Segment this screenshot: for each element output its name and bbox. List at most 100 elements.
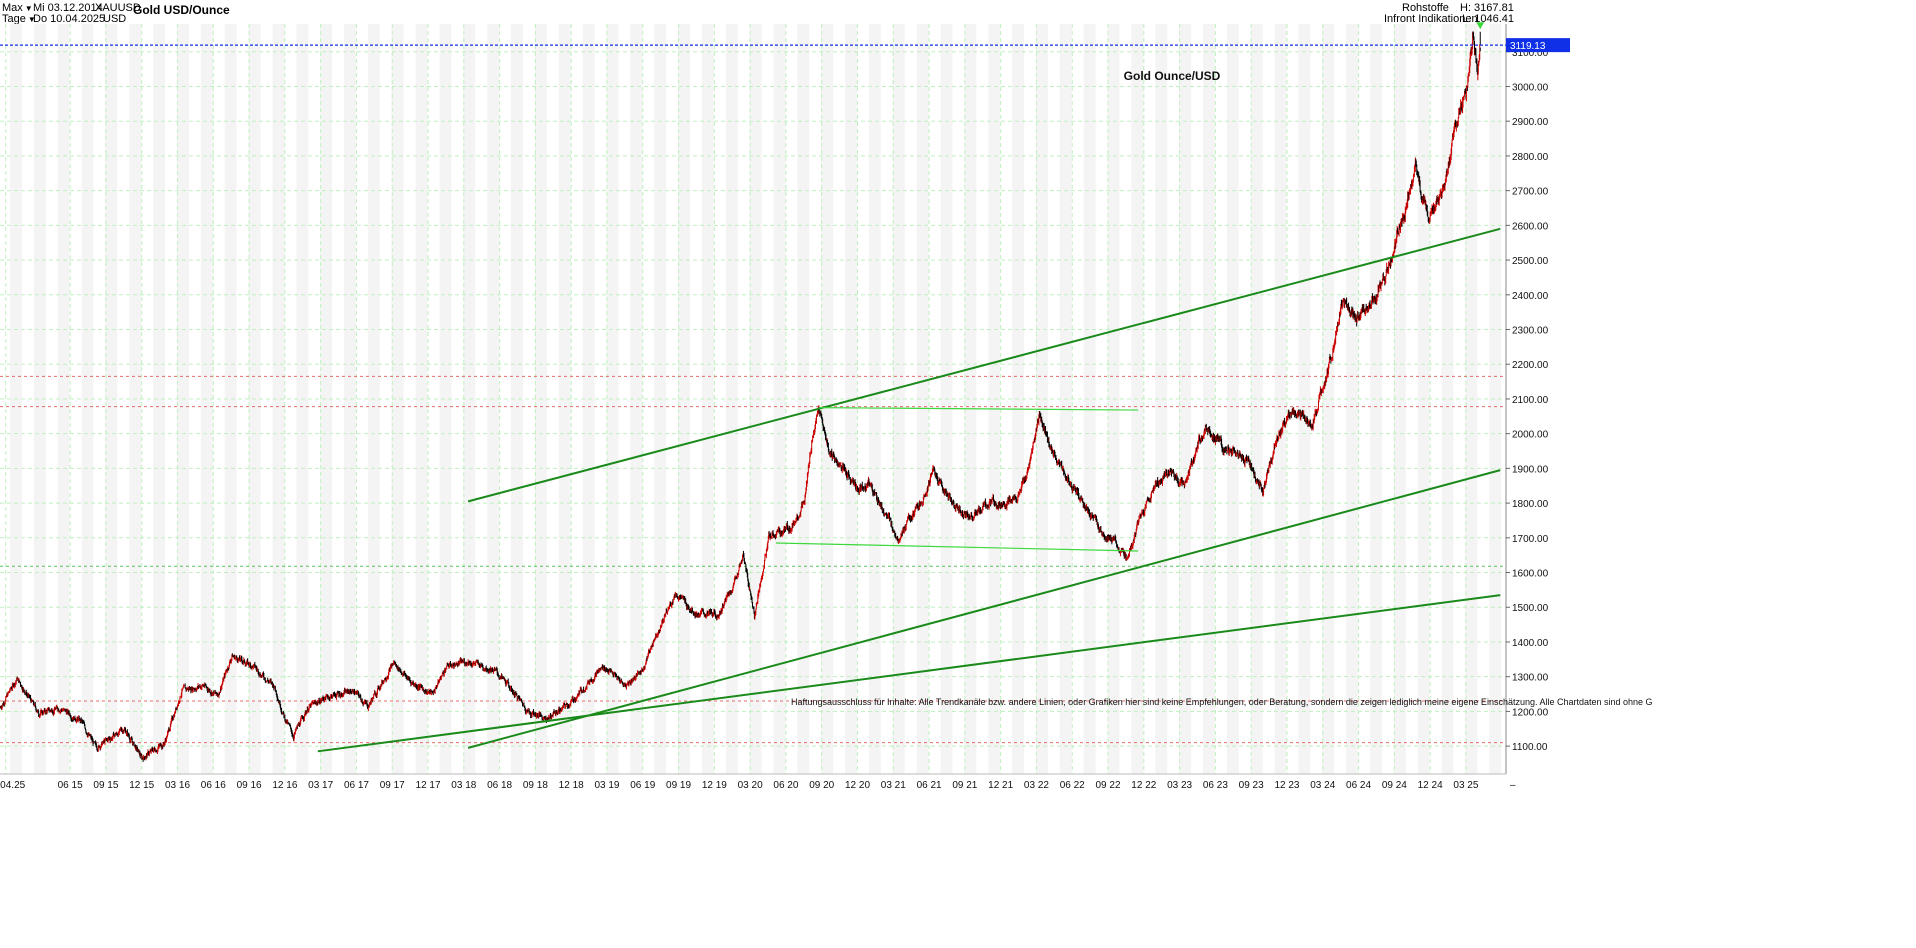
month-band: [153, 24, 166, 774]
date-start: Mi 03.12.2014: [33, 2, 103, 14]
x-tick-label: 09 15: [93, 780, 118, 791]
period-dropdown[interactable]: Tage ▼: [2, 13, 36, 25]
x-tick-label: 06 19: [630, 780, 655, 791]
y-tick-label: 2100.00: [1512, 395, 1549, 406]
y-tick-label: 1100.00: [1512, 742, 1548, 753]
x-tick-label: 09 24: [1382, 780, 1407, 791]
chevron-down-icon: ▼: [24, 4, 33, 13]
x-tick-label: 12 22: [1131, 780, 1156, 791]
month-band: [1393, 24, 1406, 774]
y-tick-label: 3000.00: [1512, 82, 1549, 93]
x-tick-label: 06 18: [487, 780, 512, 791]
x-tick-label: 06 16: [201, 780, 226, 791]
month-band: [964, 24, 977, 774]
high-value: H: 3167.81: [1460, 2, 1514, 14]
period-dropdown-label: Tage: [2, 13, 26, 25]
grid-lines: [0, 24, 1506, 774]
month-band: [439, 24, 452, 774]
x-axis-end-mark: –: [1510, 780, 1516, 791]
x-tick-label: 12 17: [416, 780, 441, 791]
x-tick-label: 09 18: [523, 780, 548, 791]
month-band: [272, 24, 285, 774]
last-price-label: 3119.13: [1510, 41, 1546, 52]
month-band: [1202, 24, 1215, 774]
x-tick-label: 06 20: [773, 780, 798, 791]
y-tick-label: 2400.00: [1512, 291, 1549, 302]
month-band: [105, 24, 118, 774]
y-axis: 1100.00 1200.00 1300.00 1400.00 1500.00 1600.…: [1505, 24, 1549, 774]
x-tick-label: 09 17: [380, 780, 405, 791]
y-tick-label: 2300.00: [1512, 326, 1549, 337]
long-support-line: [317, 594, 1501, 753]
x-tick-label: 03 19: [594, 780, 619, 791]
last-price-badge: [1506, 38, 1570, 53]
month-band: [1489, 24, 1502, 774]
disclaimer-text: Haftungsausschluss für Inhalte: Alle Tre…: [791, 697, 1653, 707]
y-tick-label: 2000.00: [1512, 430, 1549, 441]
source-label: Infront Indikationen: [1384, 13, 1478, 25]
upper-channel-line: [467, 227, 1501, 503]
x-tick-label: 12 20: [845, 780, 870, 791]
y-tick-label: 2500.00: [1512, 256, 1549, 267]
y-tick-label: 1400.00: [1512, 638, 1549, 649]
x-tick-label: 06 24: [1346, 780, 1371, 791]
y-tick-label: 2600.00: [1512, 221, 1549, 232]
x-tick-label: 12 21: [988, 780, 1013, 791]
range-dropdown[interactable]: Max ▼: [2, 2, 33, 14]
month-band: [1274, 24, 1287, 774]
y-tick-label: 2800.00: [1512, 152, 1549, 163]
symbol-code: XAUUSD: [95, 2, 141, 14]
month-band: [1083, 24, 1096, 774]
x-tick-label: 09 20: [809, 780, 834, 791]
x-tick-label: 06 17: [344, 780, 369, 791]
x-tick-label: 09 22: [1096, 780, 1121, 791]
last-price-marker: 3119.13: [0, 22, 1570, 53]
y-tick-label: 3100.00: [1512, 48, 1549, 59]
low-value: L: 1046.41: [1462, 13, 1514, 25]
candlestick-series: [0, 31, 1481, 762]
horizontal-levels: [0, 375, 1506, 744]
y-tick-label: 2900.00: [1512, 117, 1549, 128]
month-band: [916, 24, 929, 774]
x-tick-label: 03 23: [1167, 780, 1192, 791]
x-tick-label: 09 23: [1239, 780, 1264, 791]
month-band: [511, 24, 523, 774]
x-tick-label: 06 15: [58, 780, 83, 791]
x-tick-label: 12 23: [1274, 780, 1299, 791]
y-tick-label: 1200.00: [1512, 707, 1549, 718]
month-band: [1322, 24, 1335, 774]
month-band: [1035, 24, 1048, 774]
y-tick-label: 2200.00: [1512, 360, 1549, 371]
range-dropdown-label: Max: [2, 2, 23, 14]
month-band: [845, 24, 858, 774]
month-band: [749, 24, 762, 774]
instrument-title: Gold USD/Ounce: [133, 3, 230, 17]
lower-channel-line: [467, 469, 1501, 749]
date-end: Do 10.04.2025: [33, 13, 106, 25]
x-tick-label: 12 19: [702, 780, 727, 791]
y-tick-label: 1700.00: [1512, 534, 1549, 545]
month-band: [224, 24, 237, 774]
y-tick-label: 1800.00: [1512, 499, 1549, 510]
month-band: [391, 24, 404, 774]
x-tick-label: 03 16: [165, 780, 190, 791]
y-tick-label: 1900.00: [1512, 464, 1549, 475]
currency-code: USD: [103, 13, 127, 25]
x-tick-label: 03 20: [738, 780, 763, 791]
x-tick-label: 09 21: [952, 780, 977, 791]
chart-title: Gold Ounce/USD: [1124, 69, 1221, 83]
month-band: [33, 24, 46, 774]
y-tick-label: 2700.00: [1512, 187, 1549, 198]
month-band: [797, 24, 810, 774]
x-tick-label: 03 18: [451, 780, 476, 791]
x-tick-label: 06 21: [917, 780, 942, 791]
month-band: [320, 24, 333, 774]
x-tick-label: 03 21: [881, 780, 906, 791]
x-tick-label: 03 25: [1453, 780, 1478, 791]
x-tick-label: 12 15: [129, 780, 154, 791]
range-bottom-line: [775, 542, 1139, 552]
month-band: [558, 24, 571, 774]
category-label: Rohstoffe: [1402, 2, 1449, 14]
